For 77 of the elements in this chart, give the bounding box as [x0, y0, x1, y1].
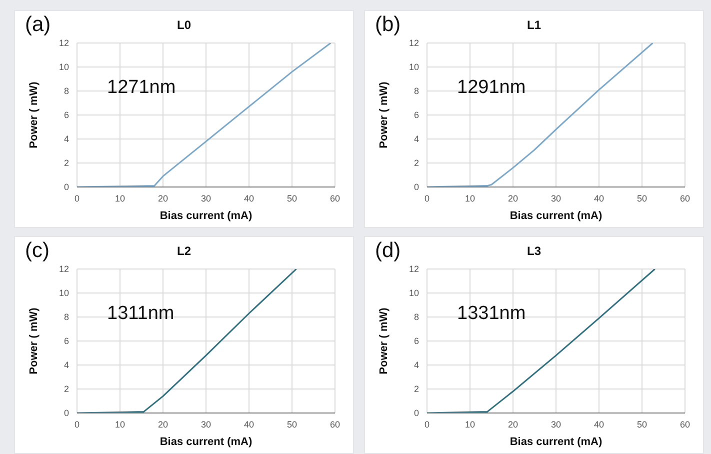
x-tick-label: 20 [158, 419, 168, 430]
y-tick-label: 0 [64, 408, 69, 418]
y-tick-label: 6 [64, 110, 69, 120]
x-tick-label: 10 [114, 419, 126, 430]
y-tick-label: 12 [58, 38, 69, 48]
x-tick-label: 0 [74, 419, 80, 430]
x-tick-label: 20 [508, 193, 518, 204]
x-tick-label: 10 [464, 419, 476, 430]
x-axis-title: Bias current (mA) [510, 436, 602, 448]
x-tick-label: 20 [508, 419, 518, 430]
text: (b) [375, 13, 401, 37]
x-tick-label: 50 [636, 419, 648, 430]
y-tick-label: 8 [64, 86, 69, 96]
y-tick-label: 10 [408, 62, 419, 72]
x-tick-label: 30 [550, 419, 562, 430]
y-axis-title: Power ( mW) [378, 307, 390, 374]
y-tick-label: 0 [64, 182, 69, 192]
x-tick-label: 50 [286, 419, 298, 430]
x-tick-label: 30 [550, 193, 562, 204]
annotation: 1331nm [457, 303, 526, 325]
x-tick-label: 10 [114, 193, 126, 204]
y-tick-label: 10 [58, 288, 69, 298]
x-tick-label: 10 [464, 193, 476, 204]
text: (a) [25, 13, 51, 37]
x-tick-label: 0 [424, 419, 430, 430]
y-tick-label: 12 [408, 38, 419, 48]
x-tick-label: 50 [636, 193, 648, 204]
x-tick-label: 60 [330, 193, 340, 204]
x-tick-label: 0 [74, 193, 80, 204]
y-tick-label: 0 [414, 182, 419, 192]
annotation: 1291nm [457, 77, 526, 99]
y-tick-label: 2 [64, 384, 69, 394]
y-tick-label: 8 [414, 86, 419, 96]
y-tick-label: 8 [414, 312, 419, 322]
y-tick-label: 6 [64, 336, 69, 346]
y-axis-title: Power ( mW) [28, 307, 40, 374]
x-axis-title: Bias current (mA) [160, 436, 252, 448]
y-tick-label: 4 [64, 360, 69, 370]
y-tick-label: 12 [408, 264, 419, 274]
y-tick-label: 6 [414, 110, 419, 120]
x-tick-label: 60 [680, 193, 690, 204]
chart-title: L3 [526, 244, 541, 258]
y-tick-label: 4 [414, 134, 419, 144]
x-tick-label: 0 [424, 193, 430, 204]
text: (c) [25, 239, 50, 263]
x-tick-label: 20 [158, 193, 168, 204]
x-axis-title: Bias current (mA) [160, 210, 252, 222]
y-tick-label: 8 [64, 312, 69, 322]
y-tick-label: 2 [414, 384, 419, 394]
x-tick-label: 40 [244, 419, 254, 430]
y-tick-label: 12 [58, 264, 69, 274]
x-tick-label: 40 [594, 419, 604, 430]
chart-title: L0 [176, 18, 191, 32]
text: (d) [375, 239, 401, 263]
y-tick-label: 4 [64, 134, 69, 144]
y-tick-label: 6 [414, 336, 419, 346]
x-tick-label: 60 [680, 419, 690, 430]
x-tick-label: 30 [200, 419, 212, 430]
x-tick-label: 40 [244, 193, 254, 204]
y-axis-title: Power ( mW) [378, 81, 390, 148]
y-tick-label: 0 [414, 408, 419, 418]
x-tick-label: 30 [200, 193, 212, 204]
y-tick-label: 2 [414, 158, 419, 168]
y-tick-label: 4 [414, 360, 419, 370]
x-tick-label: 50 [286, 193, 298, 204]
line-series [77, 43, 332, 187]
x-tick-label: 40 [594, 193, 604, 204]
annotation: 1311nm [107, 303, 174, 325]
y-axis-title: Power ( mW) [28, 81, 40, 148]
annotation: 1271nm [107, 77, 176, 99]
x-tick-label: 60 [330, 419, 340, 430]
y-tick-label: 2 [64, 158, 69, 168]
y-tick-label: 10 [408, 288, 419, 298]
chart-title: L1 [526, 18, 541, 32]
chart-title: L2 [176, 244, 191, 258]
x-axis-title: Bias current (mA) [510, 210, 602, 222]
y-tick-label: 10 [58, 62, 69, 72]
